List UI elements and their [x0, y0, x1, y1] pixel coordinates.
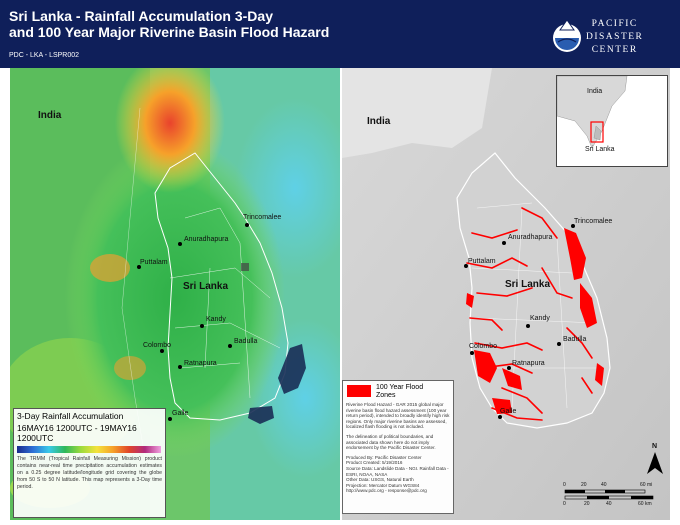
flood-legend-text: Riverine Flood Hazard - GAR 2015 global …	[346, 402, 450, 498]
inset-locator-map: India Sri Lanka	[556, 75, 668, 167]
scale-km-20: 20	[584, 501, 590, 507]
label-puttalam-right: Puttalam	[468, 258, 496, 265]
label-trincomalee-right: Trincomalee	[574, 218, 613, 225]
rainfall-legend-dates: 16MAY16 1200UTC - 19MAY16 1200UTC	[17, 423, 137, 443]
scale-km-60: 60 km	[638, 501, 652, 507]
flood-zone-label: 100 Year Flood Zones	[376, 384, 424, 399]
city-dot-badulla-right	[557, 342, 561, 346]
label-trincomalee: Trincomalee	[243, 214, 282, 221]
label-sri-lanka-right: Sri Lanka	[505, 279, 551, 290]
label-kandy: Kandy	[206, 316, 226, 323]
scale-bar: 0 20 40 60 mi 0 20 40 60 km	[560, 480, 660, 510]
inset-map-graphic	[557, 76, 667, 166]
city-dot-puttalam-right	[464, 264, 468, 268]
label-india-right: India	[367, 116, 391, 127]
scale-mi-40: 40	[601, 482, 607, 488]
label-badulla: Badulla	[234, 338, 258, 345]
flood-legend: 100 Year Flood Zones Riverine Flood Haza…	[342, 380, 454, 514]
rainfall-legend: 3-Day Rainfall Accumulation 16MAY16 1200…	[13, 408, 166, 518]
pdc-logo-text: PACIFIC DISASTER CENTER	[586, 19, 644, 55]
city-dot-kandy	[200, 324, 204, 328]
city-dot-galle	[168, 417, 172, 421]
rainfall-colorbar	[17, 446, 161, 453]
city-dot-galle-right	[498, 415, 502, 419]
label-ratnapura: Ratnapura	[184, 360, 217, 367]
label-anuradhapura-right: Anuradhapura	[508, 234, 553, 241]
rainfall-legend-description: The TRMM (Tropical Rainfall Measuring Mi…	[17, 456, 162, 490]
city-dot-ratnapura-right	[507, 366, 511, 370]
flood-legend-para3: Produced By: Pacific Disaster Center Pro…	[346, 454, 449, 494]
city-dot-puttalam	[137, 265, 141, 269]
inset-label-india: India	[587, 88, 603, 95]
north-label: N	[652, 443, 658, 450]
scale-mi-20: 20	[581, 482, 587, 488]
city-dot-trincomalee	[245, 223, 249, 227]
label-india: India	[38, 110, 62, 121]
city-dot-ratnapura	[178, 365, 182, 369]
rainfall-legend-title: 3-Day Rainfall Accumulation	[17, 411, 124, 421]
city-dot-colombo-right	[470, 351, 474, 355]
scale-bar-graphic	[564, 489, 654, 500]
city-dot-anuradhapura-right	[502, 241, 506, 245]
label-ratnapura-right: Ratnapura	[512, 360, 545, 367]
label-sri-lanka: Sri Lanka	[183, 281, 229, 292]
north-arrow: N	[645, 443, 665, 476]
inset-label-sri-lanka: Sri Lanka	[585, 146, 615, 153]
scale-mi-0: 0	[563, 482, 566, 488]
city-dot-trincomalee-right	[571, 224, 575, 228]
product-id: PDC - LKA - LSPR002	[9, 52, 80, 59]
flood-legend-para1: Riverine Flood Hazard - GAR 2015 global …	[346, 402, 450, 430]
label-galle-right: Galle	[500, 408, 517, 415]
label-badulla-right: Badulla	[563, 336, 587, 343]
label-galle: Galle	[172, 410, 189, 417]
flood-zone-swatch	[347, 385, 371, 397]
scale-km-0: 0	[563, 501, 566, 507]
label-puttalam: Puttalam	[140, 259, 168, 266]
header-bar: Sri Lanka - Rainfall Accumulation 3-Day …	[0, 0, 680, 68]
north-arrow-icon	[647, 452, 663, 474]
page-title: Sri Lanka - Rainfall Accumulation 3-Day …	[9, 8, 330, 40]
city-dot-kandy-right	[526, 324, 530, 328]
scale-km-40: 40	[606, 501, 612, 507]
label-colombo-right: Colombo	[469, 343, 498, 350]
pdc-logo: PACIFIC DISASTER CENTER	[550, 12, 675, 60]
label-kandy-right: Kandy	[530, 315, 550, 322]
flood-legend-para2: The delineation of political boundaries,…	[346, 433, 436, 451]
scale-mi-60: 60 mi	[640, 482, 653, 488]
label-colombo: Colombo	[143, 342, 172, 349]
city-dot-anuradhapura	[178, 242, 182, 246]
label-anuradhapura: Anuradhapura	[184, 236, 229, 243]
pdc-globe-icon	[553, 19, 581, 52]
city-dot-colombo	[160, 349, 164, 353]
city-dot-badulla	[228, 344, 232, 348]
